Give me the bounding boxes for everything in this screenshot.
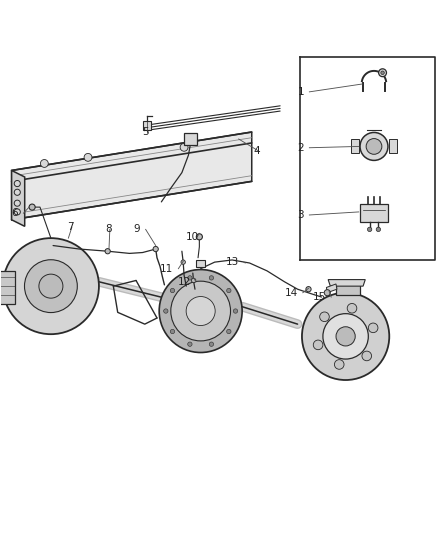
Circle shape: [302, 293, 389, 380]
Circle shape: [14, 189, 20, 195]
Circle shape: [324, 289, 330, 296]
Circle shape: [164, 309, 168, 313]
Polygon shape: [196, 260, 205, 268]
Circle shape: [191, 278, 196, 282]
Circle shape: [368, 323, 378, 333]
Polygon shape: [12, 171, 25, 227]
Circle shape: [336, 327, 355, 346]
Text: 14: 14: [284, 288, 297, 298]
Polygon shape: [326, 284, 337, 293]
Text: 15: 15: [313, 292, 326, 302]
FancyBboxPatch shape: [336, 282, 360, 295]
Polygon shape: [184, 133, 197, 145]
Circle shape: [170, 329, 175, 334]
Text: 5: 5: [142, 127, 149, 137]
FancyBboxPatch shape: [360, 204, 388, 222]
Polygon shape: [12, 132, 252, 220]
Polygon shape: [328, 280, 365, 286]
Circle shape: [376, 227, 381, 231]
Text: 8: 8: [106, 224, 112, 235]
FancyBboxPatch shape: [351, 140, 359, 154]
Circle shape: [196, 234, 202, 240]
Circle shape: [233, 309, 238, 313]
Text: 13: 13: [226, 257, 239, 267]
Circle shape: [360, 133, 388, 160]
Text: 6: 6: [11, 208, 18, 218]
Circle shape: [362, 351, 371, 361]
Circle shape: [14, 209, 20, 215]
Circle shape: [25, 260, 78, 312]
Circle shape: [84, 154, 92, 161]
Circle shape: [180, 143, 188, 151]
Text: 7: 7: [67, 222, 74, 232]
Text: 2: 2: [297, 143, 304, 153]
Circle shape: [188, 342, 192, 346]
FancyBboxPatch shape: [389, 140, 397, 154]
Text: 10: 10: [186, 232, 199, 242]
Circle shape: [335, 360, 344, 369]
Circle shape: [3, 238, 99, 334]
Circle shape: [381, 71, 384, 75]
Circle shape: [313, 340, 323, 350]
Text: 12: 12: [177, 277, 191, 287]
Circle shape: [347, 303, 357, 313]
Text: 9: 9: [134, 224, 141, 235]
Polygon shape: [143, 121, 151, 130]
Circle shape: [188, 276, 192, 280]
Circle shape: [209, 276, 214, 280]
Circle shape: [367, 227, 372, 231]
Circle shape: [14, 200, 20, 206]
Circle shape: [171, 281, 230, 341]
Circle shape: [378, 69, 386, 77]
FancyBboxPatch shape: [0, 271, 15, 304]
Circle shape: [320, 312, 329, 321]
Text: 1: 1: [297, 87, 304, 97]
Circle shape: [29, 204, 35, 210]
Circle shape: [186, 296, 215, 326]
Circle shape: [227, 329, 231, 334]
Circle shape: [39, 274, 63, 298]
Circle shape: [153, 246, 158, 252]
Circle shape: [227, 288, 231, 293]
Circle shape: [209, 342, 214, 346]
Circle shape: [40, 159, 48, 167]
Circle shape: [323, 313, 368, 359]
Text: 3: 3: [297, 210, 304, 220]
Text: 11: 11: [160, 264, 173, 273]
Text: 4: 4: [254, 146, 261, 156]
Circle shape: [170, 288, 175, 293]
Circle shape: [159, 270, 242, 352]
Circle shape: [105, 248, 110, 254]
Circle shape: [306, 287, 311, 292]
Circle shape: [181, 260, 185, 264]
Circle shape: [366, 139, 382, 154]
Circle shape: [14, 181, 20, 187]
